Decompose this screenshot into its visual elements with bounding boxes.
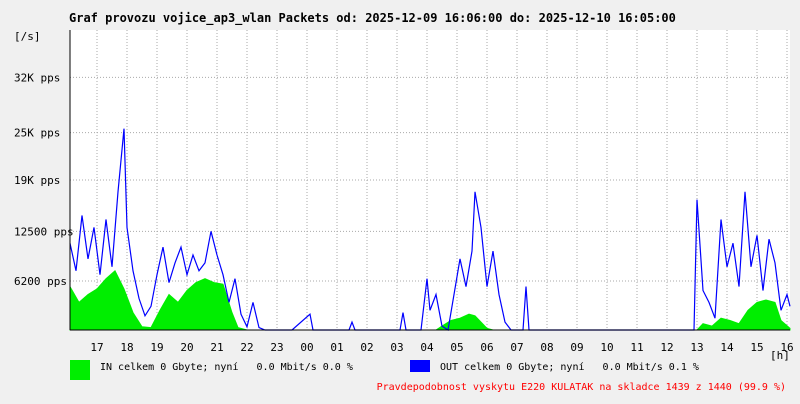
footer-note: Pravdepodobnost vyskytu E220 KULATAK na … [377,382,786,393]
x-tick-label: 03 [390,341,403,354]
x-tick-label: 16 [780,341,793,354]
legend-in-label: IN celkem 0 Gbyte; nyní 0.0 Mbit/s 0.0 % [100,361,353,373]
x-tick-label: 19 [150,341,163,354]
x-tick-label: 14 [720,341,734,354]
x-tick-label: 13 [690,341,703,354]
y-unit-label: [/s] [14,30,41,43]
y-tick-label: 19K pps [14,174,60,187]
legend-out-swatch [410,360,430,372]
axes [69,30,790,331]
x-tick-label: 21 [210,341,223,354]
x-tick-label: 11 [630,341,643,354]
x-tick-label: 15 [750,341,763,354]
x-tick-label: 02 [360,341,373,354]
y-tick-labels: 6200 pps 12500 pps 19K pps 25K pps 32K pps [14,71,74,288]
y-tick-label: 25K pps [14,127,60,140]
x-tick-label: 20 [180,341,193,354]
x-tick-label: 06 [480,341,493,354]
y-tick-label: 32K pps [14,71,60,84]
legend-out-label: OUT celkem 0 Gbyte; nyní 0.0 Mbit/s 0.1 … [440,361,699,373]
x-tick-label: 22 [240,341,253,354]
x-tick-label: 10 [600,341,613,354]
legend-in-swatch [70,360,90,380]
legend: IN celkem 0 Gbyte; nyní 0.0 Mbit/s 0.0 %… [70,360,699,380]
x-tick-label: 07 [510,341,523,354]
x-tick-label: 17 [90,341,103,354]
x-tick-label: 04 [420,341,434,354]
x-tick-label: 01 [330,341,343,354]
x-tick-label: 12 [660,341,673,354]
x-tick-label: 05 [450,341,463,354]
y-tick-label: 12500 pps [14,225,74,238]
x-tick-labels: 17 18 19 20 21 22 23 00 01 02 03 04 05 06 07 08 09 10 11 12… [90,341,793,354]
x-tick-label: 18 [120,341,133,354]
x-unit-label: [h] [770,349,790,362]
chart-title: Graf provozu vojice_ap3_wlan Packets od:… [69,11,676,26]
y-tick-label: 6200 pps [14,275,67,288]
x-tick-label: 23 [270,341,283,354]
x-tick-label: 00 [300,341,313,354]
x-tick-label: 08 [540,341,553,354]
x-tick-label: 09 [570,341,583,354]
